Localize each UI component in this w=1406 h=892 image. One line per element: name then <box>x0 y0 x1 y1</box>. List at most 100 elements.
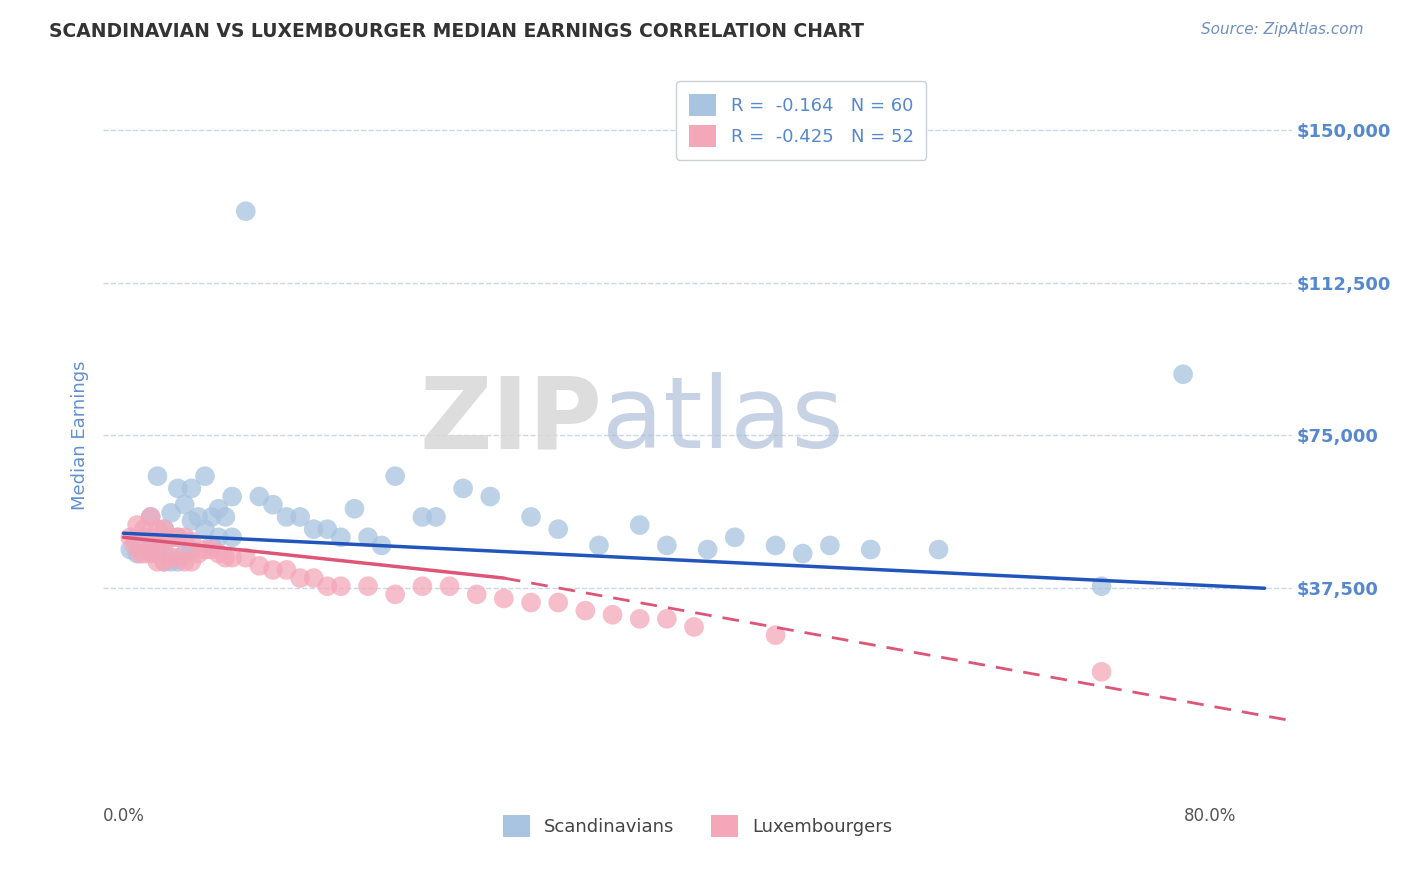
Point <box>221 530 243 544</box>
Point <box>247 490 270 504</box>
Point <box>628 612 651 626</box>
Point <box>146 469 169 483</box>
Point <box>173 555 195 569</box>
Point <box>146 538 169 552</box>
Point <box>602 607 624 622</box>
Point <box>153 555 176 569</box>
Point <box>384 469 406 483</box>
Point <box>139 542 162 557</box>
Point <box>153 522 176 536</box>
Legend: Scandinavians, Luxembourgers: Scandinavians, Luxembourgers <box>495 808 900 845</box>
Point <box>180 534 202 549</box>
Point <box>370 538 392 552</box>
Point <box>792 547 814 561</box>
Point <box>201 538 224 552</box>
Point <box>818 538 841 552</box>
Point <box>765 538 787 552</box>
Point <box>276 510 298 524</box>
Point <box>173 547 195 561</box>
Point <box>221 550 243 565</box>
Point <box>547 522 569 536</box>
Point <box>214 550 236 565</box>
Point <box>160 506 183 520</box>
Point <box>588 538 610 552</box>
Point <box>124 538 146 552</box>
Point <box>194 469 217 483</box>
Point <box>262 563 284 577</box>
Point <box>329 579 352 593</box>
Point <box>146 547 169 561</box>
Point <box>235 550 257 565</box>
Point <box>180 542 202 557</box>
Point <box>166 530 188 544</box>
Point <box>302 522 325 536</box>
Point <box>288 571 311 585</box>
Point <box>207 547 229 561</box>
Point <box>146 522 169 536</box>
Point <box>120 542 142 557</box>
Point <box>425 510 447 524</box>
Point <box>214 510 236 524</box>
Point <box>1171 368 1194 382</box>
Point <box>127 518 149 533</box>
Point <box>520 510 543 524</box>
Point <box>160 555 183 569</box>
Point <box>262 498 284 512</box>
Point <box>357 579 380 593</box>
Point <box>132 547 155 561</box>
Point <box>127 547 149 561</box>
Point <box>153 555 176 569</box>
Point <box>207 501 229 516</box>
Point <box>221 490 243 504</box>
Point <box>194 542 217 557</box>
Point <box>173 498 195 512</box>
Point <box>316 579 339 593</box>
Point <box>173 530 195 544</box>
Point <box>574 604 596 618</box>
Point <box>146 555 169 569</box>
Point <box>166 530 188 544</box>
Text: atlas: atlas <box>602 372 844 469</box>
Text: ZIP: ZIP <box>419 372 602 469</box>
Point <box>194 522 217 536</box>
Y-axis label: Median Earnings: Median Earnings <box>72 360 89 510</box>
Point <box>384 587 406 601</box>
Point <box>153 538 176 552</box>
Point <box>628 518 651 533</box>
Point <box>207 530 229 544</box>
Point <box>411 510 433 524</box>
Point <box>187 510 209 524</box>
Point <box>439 579 461 593</box>
Point <box>465 587 488 601</box>
Point <box>655 612 678 626</box>
Point <box>655 538 678 552</box>
Point <box>547 595 569 609</box>
Point <box>160 530 183 544</box>
Point <box>201 510 224 524</box>
Text: SCANDINAVIAN VS LUXEMBOURGER MEDIAN EARNINGS CORRELATION CHART: SCANDINAVIAN VS LUXEMBOURGER MEDIAN EARN… <box>49 22 865 41</box>
Point <box>153 522 176 536</box>
Point <box>411 579 433 593</box>
Point <box>166 555 188 569</box>
Point <box>696 542 718 557</box>
Point <box>343 501 366 516</box>
Point <box>187 547 209 561</box>
Point <box>166 482 188 496</box>
Point <box>153 534 176 549</box>
Point <box>160 550 183 565</box>
Point <box>765 628 787 642</box>
Point <box>683 620 706 634</box>
Point <box>329 530 352 544</box>
Point <box>1090 579 1112 593</box>
Point <box>132 522 155 536</box>
Point <box>302 571 325 585</box>
Point <box>928 542 950 557</box>
Point <box>166 550 188 565</box>
Point <box>451 482 474 496</box>
Point <box>201 542 224 557</box>
Point <box>859 542 882 557</box>
Point <box>139 530 162 544</box>
Point <box>1090 665 1112 679</box>
Point <box>492 591 515 606</box>
Point <box>139 510 162 524</box>
